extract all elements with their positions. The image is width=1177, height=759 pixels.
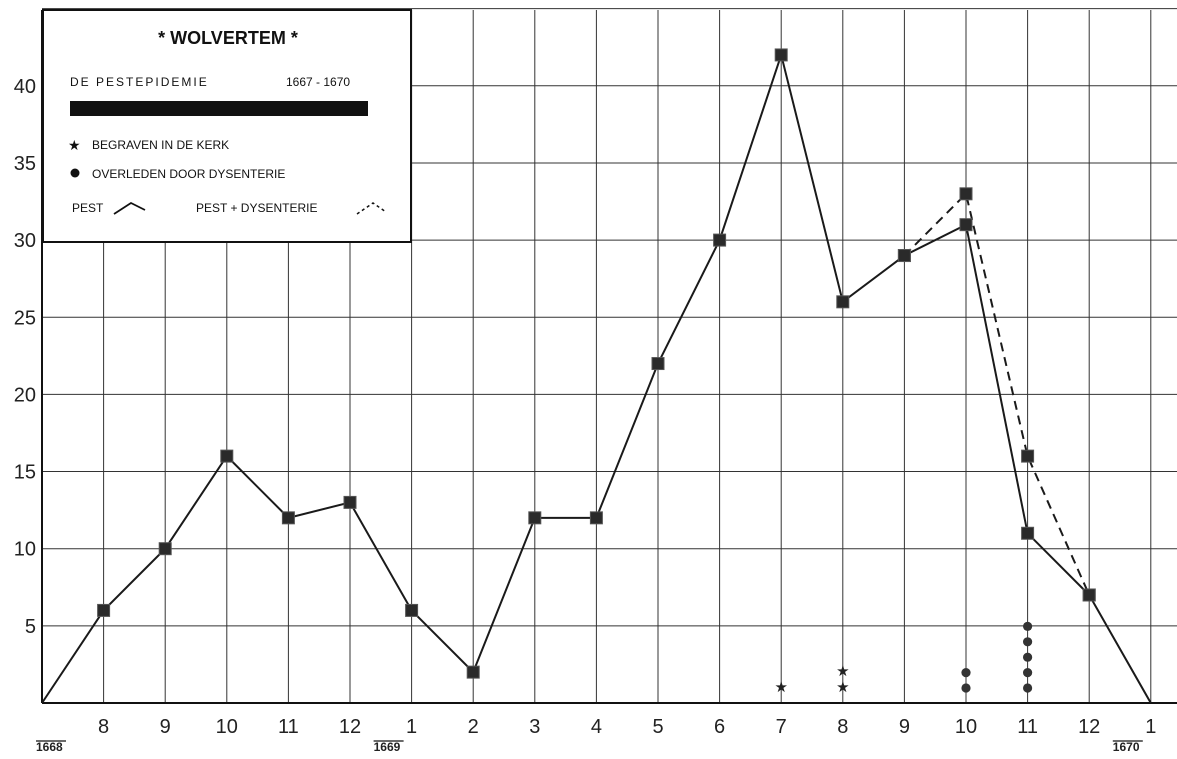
- legend-star-label: BEGRAVEN IN DE KERK: [92, 138, 229, 152]
- legend-box: [42, 9, 412, 243]
- data-point: [343, 495, 357, 509]
- x-tick-label: 12: [339, 716, 361, 738]
- x-tick-label: 7: [776, 716, 787, 738]
- data-point: [405, 603, 419, 617]
- year-label: 1669: [374, 740, 401, 754]
- legend-dashed-label: PEST + DYSENTERIE: [196, 201, 317, 215]
- legend-subtitle: DE PESTEPIDEMIE: [70, 75, 209, 89]
- x-tick-label: 10: [955, 716, 977, 738]
- data-point: [959, 218, 973, 232]
- x-tick-label: 8: [837, 716, 848, 738]
- x-tick-label: 11: [1017, 716, 1038, 738]
- data-point: [528, 511, 542, 525]
- x-tick-label: 1: [1145, 716, 1156, 738]
- y-tick-label: 35: [14, 153, 36, 175]
- x-tick-label: 3: [529, 716, 540, 738]
- y-tick-label: 30: [14, 230, 36, 252]
- data-point: [959, 187, 973, 201]
- y-tick-label: 25: [14, 307, 36, 329]
- star-icon: ★: [836, 679, 849, 696]
- x-tick-label: 11: [278, 716, 299, 738]
- dysentery-dot-icon: [961, 683, 971, 693]
- data-point: [97, 603, 111, 617]
- dysentery-dot-icon: [1023, 637, 1033, 647]
- x-tick-label: 5: [652, 716, 663, 738]
- y-tick-label: 15: [14, 462, 36, 484]
- data-point: [1021, 526, 1035, 540]
- x-tick-label: 4: [591, 716, 602, 738]
- dysentery-dot-icon: [1023, 683, 1033, 693]
- legend-dashed-line-icon: [356, 202, 387, 215]
- data-point: [713, 233, 727, 247]
- data-point: [651, 357, 665, 371]
- star-icon: ★: [774, 679, 787, 696]
- x-tick-label: 9: [160, 716, 171, 738]
- dysentery-dot-icon: [1023, 652, 1033, 662]
- legend-epidemic-bar: [70, 101, 368, 116]
- x-tick-labels: 8 9 10 11 12 1 2 3 4 5 6 7 8 9 10 11 12 1: [98, 716, 1156, 738]
- data-point: [1021, 449, 1035, 463]
- dysentery-dot-icon: [1023, 621, 1033, 632]
- y-tick-label: 10: [14, 539, 36, 561]
- data-point: [466, 665, 480, 679]
- x-tick-label: 2: [468, 716, 479, 738]
- legend-dot-label: OVERLEDEN DOOR DYSENTERIE: [92, 167, 285, 181]
- data-point: [836, 295, 850, 309]
- series-markers: [97, 48, 1096, 679]
- year-labels: 1668 1669 1670: [36, 740, 1143, 754]
- x-tick-label: 1: [406, 716, 417, 738]
- data-point: [589, 511, 603, 525]
- data-point: [897, 249, 911, 263]
- data-point: [158, 542, 172, 556]
- legend: * WOLVERTEM * DE PESTEPIDEMIE 1667 - 167…: [42, 9, 412, 243]
- y-tick-label: 20: [14, 384, 36, 406]
- y-tick-label: 40: [14, 76, 36, 98]
- legend-solid-label: PEST: [72, 201, 104, 215]
- legend-dot-icon: [70, 168, 80, 178]
- x-tick-label: 12: [1078, 716, 1100, 738]
- x-tick-label: 8: [98, 716, 109, 738]
- dysentery-dot-icon: [961, 668, 971, 678]
- annotation-symbols: ★ ★★: [774, 621, 1033, 696]
- data-point: [220, 449, 234, 463]
- data-point: [1082, 588, 1096, 602]
- chart-title: * WOLVERTEM *: [158, 28, 298, 48]
- x-tick-label: 6: [714, 716, 725, 738]
- year-label: 1670: [1113, 740, 1140, 754]
- y-tick-label: 5: [25, 616, 36, 638]
- legend-period: 1667 - 1670: [286, 75, 350, 89]
- data-point: [774, 48, 788, 62]
- legend-star-icon: ★: [68, 137, 81, 153]
- data-point: [281, 511, 295, 525]
- y-tick-labels: 5 10 15 20 25 30 35 40: [14, 76, 36, 638]
- star-icon: ★: [836, 663, 849, 680]
- legend-solid-line-icon: [113, 201, 146, 215]
- dysentery-dot-icon: [1023, 668, 1033, 678]
- x-tick-label: 9: [899, 716, 910, 738]
- x-tick-label: 10: [216, 716, 238, 738]
- year-label: 1668: [36, 740, 63, 754]
